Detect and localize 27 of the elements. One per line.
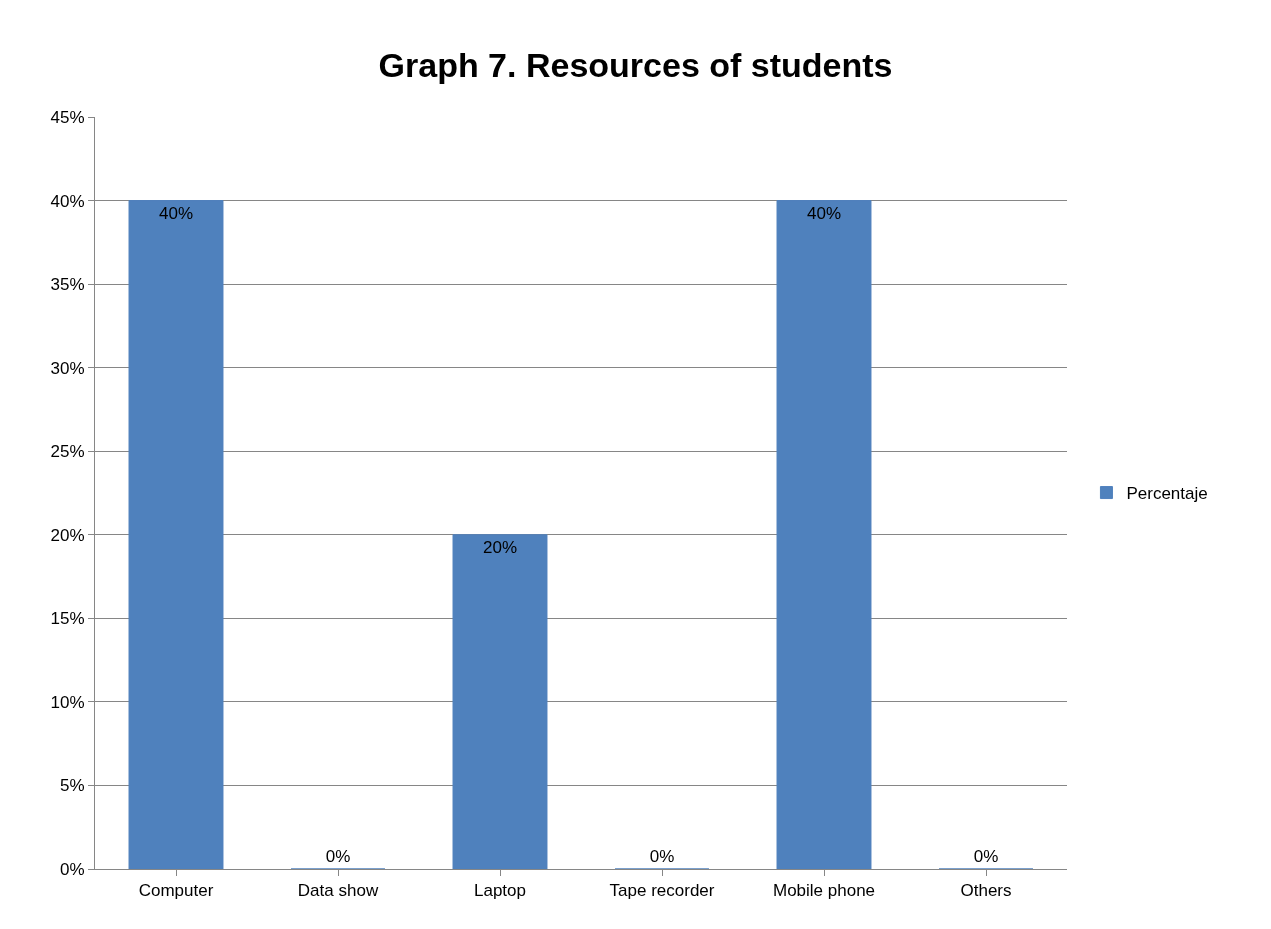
x-tick-label: Laptop [474, 881, 526, 901]
bar [776, 200, 872, 869]
data-label: 0% [973, 847, 999, 866]
data-label: 40% [158, 203, 194, 223]
data-label: 0% [649, 847, 675, 866]
y-tick-label: 5% [60, 776, 85, 796]
y-tick-label: 30% [50, 358, 85, 378]
x-tick-label: Computer [138, 881, 214, 901]
data-label: 0% [325, 847, 351, 866]
bar [452, 534, 548, 869]
y-tick-label: 15% [50, 609, 85, 629]
y-tick-label: 40% [50, 191, 85, 211]
y-tick-label: 35% [50, 275, 85, 295]
x-tick-label: Others [960, 881, 1012, 901]
data-label: 20% [482, 537, 518, 557]
y-tick-label: 20% [50, 525, 85, 545]
legend-label: Percentaje [1126, 484, 1208, 504]
y-tick-label: 45% [50, 107, 85, 127]
x-tick-label: Data show [297, 881, 379, 901]
x-tick-label: Tape recorder [609, 881, 715, 901]
data-label: 40% [806, 203, 842, 223]
y-tick-label: 10% [50, 692, 85, 712]
x-tick-label: Mobile phone [772, 881, 876, 901]
bar [128, 200, 224, 869]
chart-title: Graph 7. Resources of students [378, 45, 893, 84]
y-tick-label: 25% [50, 442, 85, 462]
y-tick-label: 0% [60, 859, 85, 879]
